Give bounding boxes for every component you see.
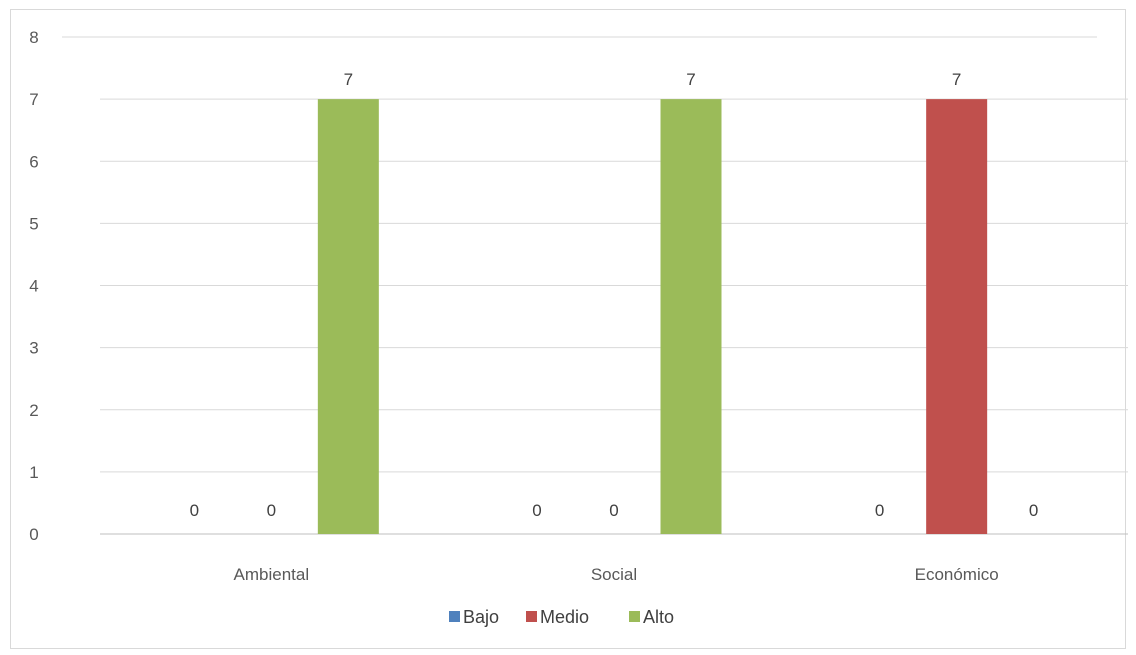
bar [317,99,379,534]
data-label: 0 [190,501,199,520]
y-tick-label: 7 [29,90,38,109]
data-label: 7 [686,70,695,89]
y-tick-label: 3 [29,339,38,358]
legend-label: Bajo [463,607,499,627]
x-category-label: Económico [915,565,999,584]
data-label: 0 [609,501,618,520]
y-tick-label: 2 [29,401,38,420]
legend-swatch [526,611,537,622]
data-label: 7 [344,70,353,89]
legend-swatch [629,611,640,622]
legend-label: Medio [540,607,589,627]
bars [317,99,988,534]
data-labels: 0 0 7 0 0 7 0 7 0 [190,70,1039,520]
bar [660,99,722,534]
y-tick-label: 5 [29,214,38,233]
y-tick-label: 0 [29,525,38,544]
y-tick-label: 1 [29,463,38,482]
x-axis-categories: Ambiental Social Económico [234,565,999,584]
legend-swatch [449,611,460,622]
data-label: 0 [267,501,276,520]
bar [926,99,988,534]
legend-label: Alto [643,607,674,627]
x-category-label: Ambiental [234,565,310,584]
y-tick-label: 8 [29,28,38,47]
data-label: 7 [952,70,961,89]
legend: Bajo Medio Alto [449,607,674,627]
y-tick-label: 6 [29,152,38,171]
x-category-label: Social [591,565,637,584]
y-axis-ticks: 0 1 2 3 4 5 6 7 8 [29,28,38,544]
y-tick-label: 4 [29,277,38,296]
data-label: 0 [875,501,884,520]
data-label: 0 [532,501,541,520]
data-label: 0 [1029,501,1038,520]
